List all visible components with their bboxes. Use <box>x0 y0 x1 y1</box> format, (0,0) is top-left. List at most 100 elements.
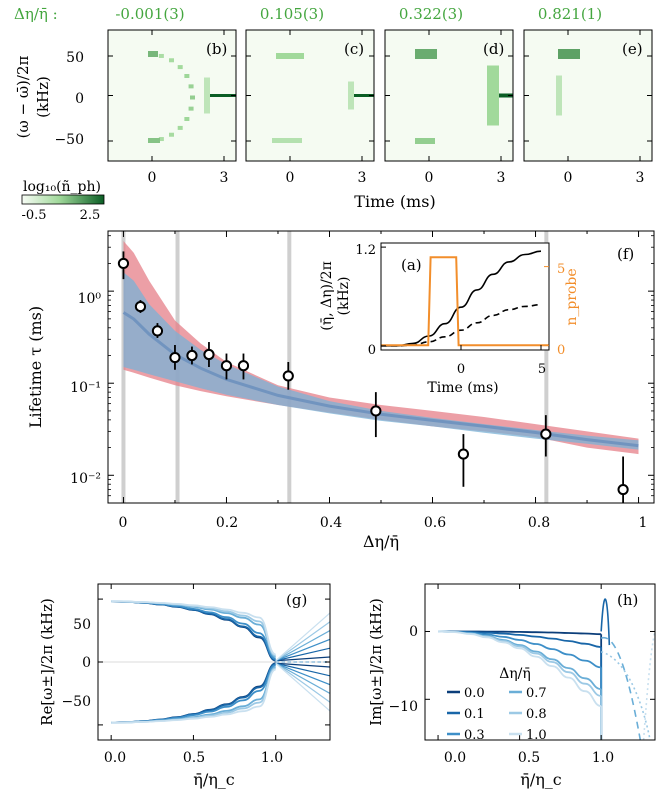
heatmap-bg-3 <box>524 30 652 161</box>
top-xtick-b0: 0 <box>148 170 157 186</box>
heatmap-panels: (b) (c) (d) (e) <box>107 29 653 162</box>
heatmap-cell-0-15 <box>204 77 210 114</box>
heatmap-cell-0-5 <box>188 84 194 89</box>
colorbar-label: log₁₀(ñ_ph) <box>23 179 101 195</box>
h-legend-entry-1: 0.1 <box>464 707 485 722</box>
a-xtick-5: 5 <box>538 362 546 377</box>
heatmap-cell-1-1 <box>272 138 302 143</box>
h-legend-title: Δη/η̄ <box>499 666 531 682</box>
f-point-3 <box>169 351 181 364</box>
h-curve-4 <box>437 630 602 697</box>
h-legend-entry-4: 0.8 <box>526 707 547 722</box>
a-eta-line <box>381 250 542 347</box>
heatmap-cell-1-2 <box>348 81 354 110</box>
f-ticks <box>108 231 654 504</box>
f-xtick-0.8: 0.8 <box>528 515 550 531</box>
g-xtick-0: 0.0 <box>104 750 126 766</box>
f-point-7 <box>237 360 250 372</box>
g-curve-lower-1 <box>111 663 276 724</box>
g-ytick-50: 50 <box>73 617 91 633</box>
top-row: Δη/η̄ : -0.001(3) 0.105(3) 0.322(3) 0.82… <box>14 5 653 223</box>
top-ytick-50: 50 <box>66 50 84 66</box>
top-xtick-c0: 0 <box>286 170 295 186</box>
heatmap-cell-0-10 <box>169 132 174 137</box>
top-ylabel-1: (ω − ω̄)/2π <box>14 55 32 138</box>
g-ticks <box>98 584 330 740</box>
heatmap-cell-0-8 <box>184 117 190 121</box>
g-ytick-m50: −50 <box>61 694 91 710</box>
h-branch-dotted <box>600 651 651 740</box>
a-xtick-0: 0 <box>457 362 465 377</box>
g-branch-up-3 <box>275 630 330 662</box>
delta-value-d: 0.322(3) <box>399 5 463 23</box>
heatmap-cell-3-0 <box>558 49 580 59</box>
f-xtick-1: 1 <box>639 515 648 531</box>
inset-a-frame <box>380 242 550 351</box>
heatmap-label-0: (b) <box>206 40 227 58</box>
f-ylabel: Lifetime τ (ms) <box>26 306 45 428</box>
heatmap-cell-0-6 <box>190 95 195 100</box>
heatmap-cell-0-13 <box>148 51 158 57</box>
f-point-6 <box>220 360 233 372</box>
h-branch-dashed <box>600 637 642 740</box>
delta-value-c: 0.105(3) <box>260 5 324 23</box>
panel-h: (h) Im[ω±]/2π (kHz) η̄/η_c 0 −10 0.0 0.5… <box>367 583 656 789</box>
h-curve-2 <box>437 630 602 669</box>
g-curve-lower-5 <box>111 668 277 724</box>
g-branch-down-4 <box>275 662 330 703</box>
f-point-0 <box>117 257 130 270</box>
g-curves <box>111 600 330 724</box>
g-label: (g) <box>286 591 307 609</box>
g-branch-down-3 <box>275 662 330 694</box>
f-ytick-1e-1: 10⁻¹ <box>70 380 101 396</box>
heatmap-cell-0-7 <box>188 106 194 111</box>
h-ylabel: Im[ω±]/2π (kHz) <box>367 598 385 726</box>
top-xtick-d3: 3 <box>497 170 506 186</box>
h-ytick-0: 0 <box>409 624 418 640</box>
inset-a: (a) 1.2 0 5 0 n_probe (η̄, Δη)/2π (kHz) … <box>319 242 580 396</box>
f-median-line <box>122 311 639 448</box>
panel-f: (f) Lifetime τ (ms) Δη/η̄ 0 0.2 0.4 0.6 … <box>26 230 655 551</box>
top-xtick-d0: 0 <box>425 170 434 186</box>
a-ylabel-1: (η̄, Δη)/2π <box>319 261 335 331</box>
top-xlabel: Time (ms) <box>354 192 435 211</box>
f-point-10 <box>457 448 470 460</box>
a-ytick-right-5: 5 <box>557 262 565 277</box>
h-curve-5 <box>437 630 602 707</box>
g-branch-up-2 <box>275 638 330 662</box>
heatmap-label-1: (c) <box>344 40 364 58</box>
h-legend-entry-0: 0.0 <box>464 686 485 701</box>
heatmap-cell-0-2 <box>169 58 174 63</box>
a-ytick-right-0: 0 <box>557 343 565 358</box>
f-point-2 <box>151 325 164 337</box>
a-ylabel-right: n_probe <box>564 268 580 325</box>
g-branch-up-1 <box>275 647 330 662</box>
top-xtick-e0: 0 <box>564 170 573 186</box>
g-ytick-0: 0 <box>82 655 91 671</box>
heatmap-cell-3-1 <box>556 75 562 116</box>
heatmap-cell-2-2 <box>487 65 499 126</box>
a-label: (a) <box>401 256 422 274</box>
g-branch-down-0 <box>275 662 330 668</box>
g-branch-down-5 <box>275 662 330 712</box>
h-legend-entry-3: 0.7 <box>526 686 547 701</box>
inset-a-background <box>381 243 549 350</box>
heatmap-cell-2-1 <box>415 138 435 144</box>
a-ticks <box>381 246 549 350</box>
a-ytick-1.2: 1.2 <box>355 243 376 258</box>
h-branch-spike <box>600 598 611 646</box>
a-ylabel-2: (kHz) <box>336 277 352 316</box>
f-label: (f) <box>617 245 634 263</box>
g-curve-upper-1 <box>111 600 276 661</box>
colorbar <box>21 194 105 205</box>
heatmap-cell-0-14 <box>148 138 160 143</box>
f-xtick-0.6: 0.6 <box>424 515 446 531</box>
a-probe-line <box>381 256 549 347</box>
f-point-9 <box>370 405 382 417</box>
h-xtick-0.5: 0.5 <box>518 750 540 766</box>
f-xlabel: Δη/η̄ <box>363 532 399 551</box>
a-delta-eta-line <box>381 303 542 347</box>
top-xtick-e3: 3 <box>636 170 645 186</box>
h-ticks <box>425 584 655 740</box>
